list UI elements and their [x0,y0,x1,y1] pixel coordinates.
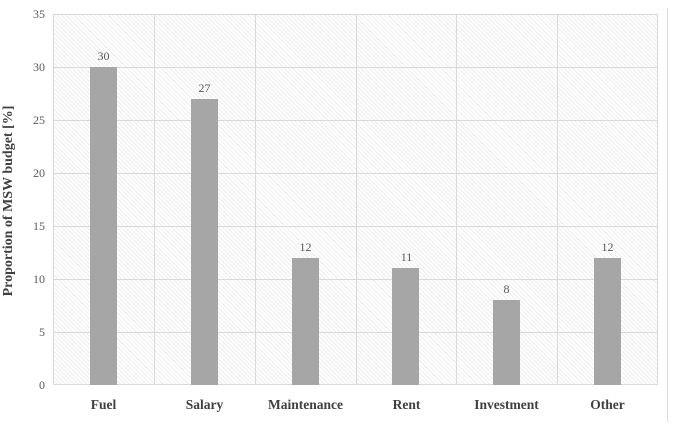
horizontal-gridline [53,14,658,15]
vertical-gridline [657,14,658,385]
bar-value-label: 11 [400,250,413,264]
vertical-gridline [255,14,256,385]
vertical-gridline [53,14,54,385]
plot-area: 30 27 12 11 8 12 [53,14,658,385]
y-tick-label: 35 [33,7,45,21]
bar-value-label: 8 [503,282,510,296]
horizontal-gridline [53,279,658,280]
bar-salary [191,99,218,385]
bar-maintenance [292,258,319,385]
bar-value-label: 27 [198,81,211,95]
bar-value-label: 30 [97,49,110,63]
y-tick-label: 15 [33,219,45,233]
bar-other [594,258,621,385]
figure-right-border [667,8,668,422]
vertical-gridline [356,14,357,385]
horizontal-gridline [53,120,658,121]
bar-investment [493,300,520,385]
y-tick-label: 0 [39,378,45,392]
category-label-investment: Investment [474,397,539,412]
bar-value-label: 12 [299,240,312,254]
bar-fuel [90,67,117,385]
category-label-other: Other [590,397,625,412]
horizontal-gridline [53,173,658,174]
category-label-fuel: Fuel [90,397,117,412]
y-tick-label: 5 [39,325,45,339]
horizontal-gridline [53,67,658,68]
vertical-gridline [557,14,558,385]
horizontal-gridline [53,384,658,385]
bar-rent [392,268,419,385]
category-label-salary: Salary [185,397,224,412]
category-label-rent: Rent [392,397,421,412]
vertical-gridline [456,14,457,385]
vertical-gridline [154,14,155,385]
y-tick-label: 10 [33,272,45,286]
horizontal-gridline [53,332,658,333]
y-tick-label: 30 [33,60,45,74]
y-tick-label: 25 [33,113,45,127]
category-label-maintenance: Maintenance [268,397,343,412]
y-tick-label: 20 [33,166,45,180]
horizontal-gridline [53,226,658,227]
bar-value-label: 12 [601,240,614,254]
